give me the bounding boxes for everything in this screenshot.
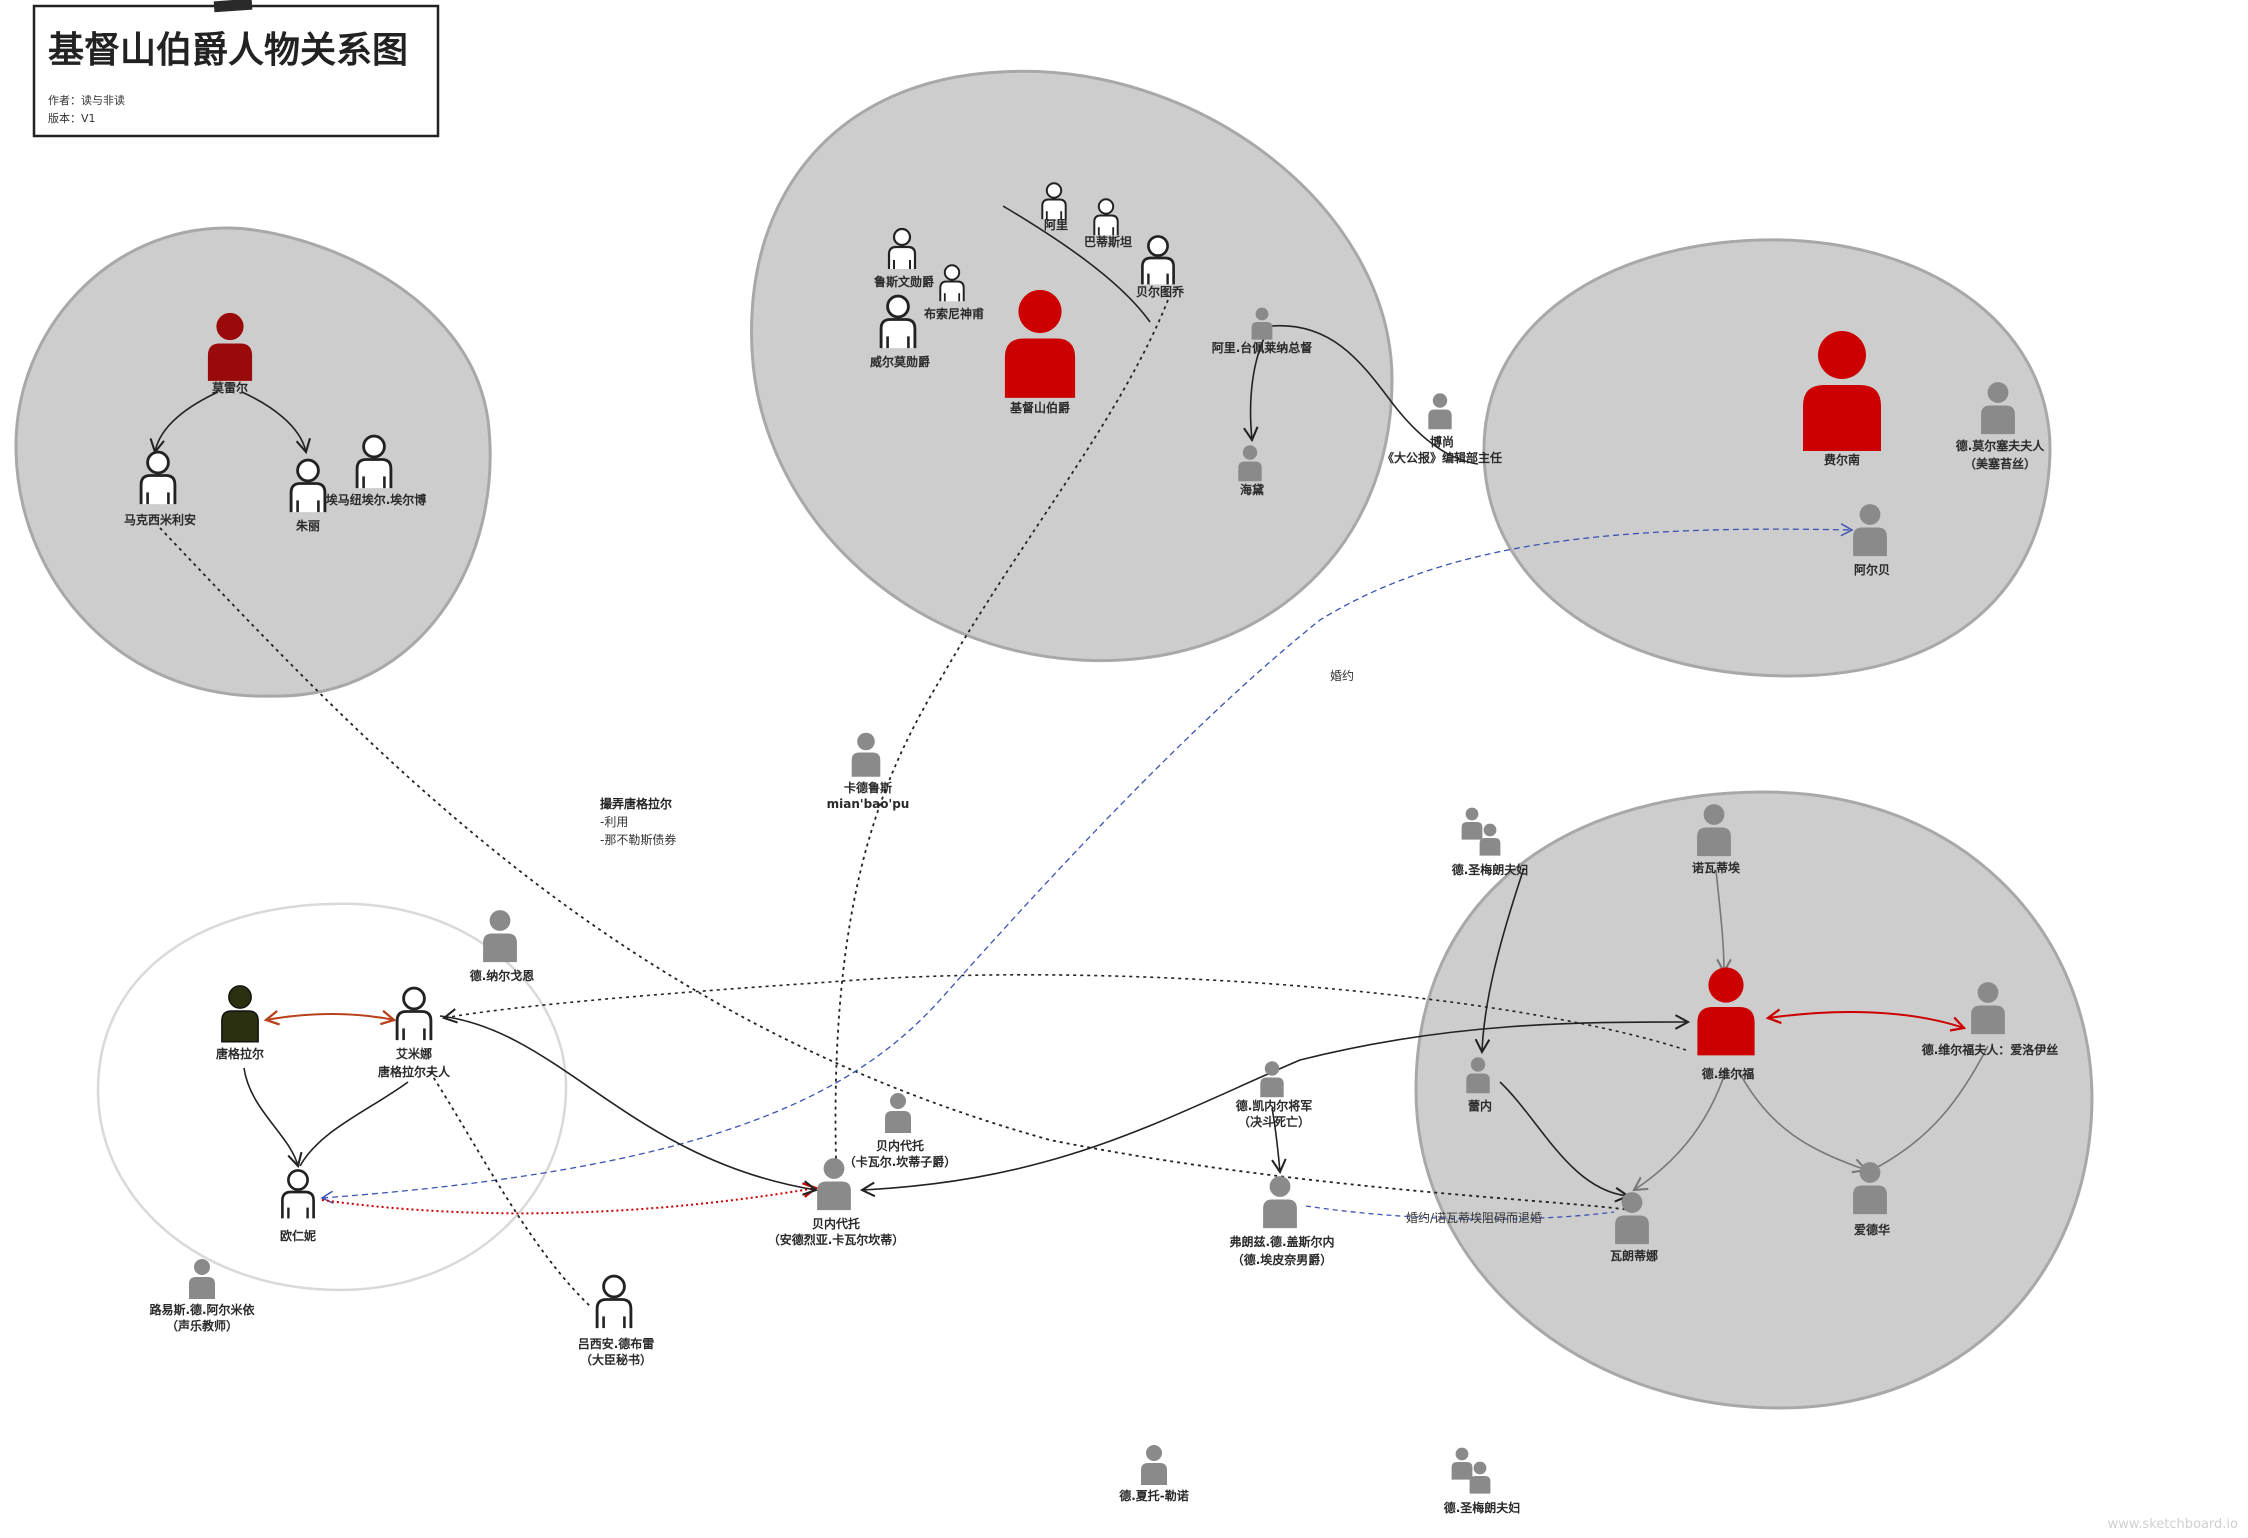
label-caderousse-1: 卡德鲁斯 xyxy=(844,780,892,795)
label-albert: 阿尔贝 xyxy=(1854,562,1890,577)
page-title: 基督山伯爵人物关系图 xyxy=(48,30,408,71)
label-cavalcanti-top-1: 贝内代托 xyxy=(876,1138,924,1153)
label-beauchamp-role: 《大公报》编辑部主任 xyxy=(1382,450,1502,465)
label-bertuccio2: 贝尔图乔 xyxy=(1136,284,1185,299)
label-renee: 蕾内 xyxy=(1468,1098,1492,1113)
label-cavalcanti-bottom-1: 贝内代托 xyxy=(812,1216,860,1231)
saint-meran-top-icon-a xyxy=(1461,807,1483,840)
villefort-note-2: -那不勒斯债券 xyxy=(600,832,676,847)
label-villefort: 德.维尔福 xyxy=(1702,1066,1755,1081)
label-de-chateau: 德.夏托-勒诺 xyxy=(1119,1488,1189,1503)
label-haydee: 海黛 xyxy=(1240,482,1264,497)
label-noirtier: 诺瓦蒂埃 xyxy=(1692,860,1741,875)
quesnel-icon xyxy=(1260,1061,1284,1098)
label-mme-morcerf-2: （美塞苔丝） xyxy=(1964,456,2036,471)
author-label: 作者：读与非读 xyxy=(48,93,125,107)
danglars-icon xyxy=(221,985,259,1043)
saint-meran-bottom-icon-b xyxy=(1469,1461,1491,1494)
title-box: 基督山伯爵人物关系图 作者：读与非读 版本：V1 xyxy=(32,0,440,138)
caderousse-icon xyxy=(851,732,881,777)
saint-meran-top-icon-b xyxy=(1479,823,1501,856)
label-wilmore: 威尔莫勋爵 xyxy=(870,354,930,369)
label-morrel: 莫雷尔 xyxy=(212,380,248,395)
villefort-note-1: -利用 xyxy=(600,815,628,829)
label-mme-morcerf-1: 德.莫尔塞夫夫人 xyxy=(1956,438,2046,453)
label-quesnel-1: 德.凯内尔将军 xyxy=(1236,1098,1313,1113)
label-franz-1: 弗朗兹.德.盖斯尔内 xyxy=(1229,1234,1334,1249)
label-saint-meran-bottom: 德.圣梅朗夫妇 xyxy=(1444,1500,1521,1515)
label-louise-1: 路易斯.德.阿尔米依 xyxy=(149,1302,255,1317)
eugenie-icon xyxy=(281,1169,315,1220)
version-label: 版本：V1 xyxy=(48,111,96,125)
label-caderousse-2: mian'bao'pu xyxy=(827,797,910,811)
label-hermine-1: 艾米娜 xyxy=(396,1046,432,1061)
label-busoni: 布索尼神甫 xyxy=(924,306,984,321)
connection-lines xyxy=(149,205,1989,1309)
label-beauchamp-name: 博尚 xyxy=(1430,434,1454,449)
label-eugenie: 欧仁妮 xyxy=(280,1228,316,1243)
annotations: 婚约 撮弄唐格拉尔 -利用 -那不勒斯债券 婚约/诺瓦蒂埃阻碍而退婚 xyxy=(600,668,1542,1225)
label-bertuccio: 巴蒂斯坦 xyxy=(1084,234,1132,249)
label-edouard: 爱德华 xyxy=(1854,1222,1890,1237)
label-louise-2: （声乐教师） xyxy=(166,1318,238,1333)
villefort-note-title: 撮弄唐格拉尔 xyxy=(600,796,672,811)
label-quesnel-2: （决斗死亡） xyxy=(1238,1114,1310,1129)
saint-meran-bottom-icon-a xyxy=(1451,1447,1473,1480)
franz-icon xyxy=(1263,1176,1297,1229)
label-fernand: 费尔南 xyxy=(1824,452,1860,467)
label-debray-nargonne: 德.纳尔戈恩 xyxy=(470,968,535,983)
debray-nargonne-icon xyxy=(483,910,517,963)
engagement-note: 婚约 xyxy=(1330,668,1354,683)
label-debray-1: 吕西安.德布雷 xyxy=(578,1336,655,1351)
label-debray-2: （大臣秘书） xyxy=(580,1352,652,1367)
debray-icon xyxy=(595,1274,633,1330)
label-monte-cristo: 基督山伯爵 xyxy=(1009,400,1070,415)
hermine-icon xyxy=(395,986,433,1042)
label-lord-wilmore: 鲁斯文勋爵 xyxy=(873,274,934,289)
label-hermine-2: 唐格拉尔夫人 xyxy=(378,1064,451,1079)
beauchamp-icon xyxy=(1428,393,1452,430)
label-valentine: 瓦朗蒂娜 xyxy=(1610,1248,1658,1263)
label-franz-2: （德.埃皮奈男爵） xyxy=(1232,1252,1333,1267)
label-danglars: 唐格拉尔 xyxy=(216,1046,264,1061)
label-mme-villefort: 德.维尔福夫人：爱洛伊丝 xyxy=(1922,1042,2059,1057)
cavalcanti-top-icon xyxy=(885,1093,911,1133)
louise-icon xyxy=(189,1259,215,1299)
label-saint-meran-top: 德.圣梅朗夫妇 xyxy=(1452,862,1529,877)
label-cavalcanti-bottom-2: （安德烈亚.卡瓦尔坎蒂） xyxy=(768,1232,905,1247)
label-cavalcanti-top-2: （卡瓦尔.坎蒂子爵） xyxy=(844,1154,957,1169)
person-labels: 莫雷尔 马克西米利安 朱丽 埃马纽埃尔.埃尔博 阿里 巴蒂斯坦 鲁斯文勋爵 布索… xyxy=(124,217,2058,1515)
franz-engagement-note: 婚约/诺瓦蒂埃阻碍而退婚 xyxy=(1406,1210,1542,1225)
label-ali: 阿里 xyxy=(1044,217,1068,232)
label-julie: 朱丽 xyxy=(296,518,320,533)
label-maximilien: 马克西米利安 xyxy=(124,512,196,527)
watermark: www.sketchboard.io xyxy=(2108,1517,2238,1532)
de-chateau-icon xyxy=(1141,1445,1167,1485)
label-ali-tebelin: 阿里.台佩莱纳总督 xyxy=(1212,340,1313,355)
label-emmanuel: 埃马纽埃尔.埃尔博 xyxy=(326,492,427,507)
